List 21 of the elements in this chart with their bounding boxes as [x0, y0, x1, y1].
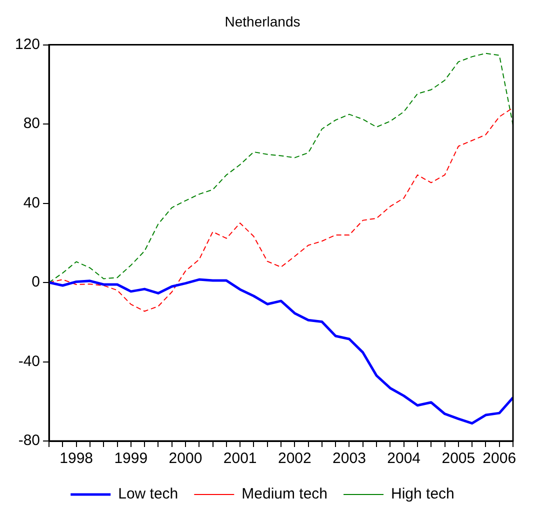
line-series — [49, 107, 513, 312]
legend-label: Medium tech — [242, 486, 328, 503]
x-tick-label: 2004 — [387, 450, 421, 468]
y-tick-label: 120 — [14, 36, 40, 53]
x-tick-label: 2003 — [332, 450, 366, 468]
x-tick-label: 2006 — [482, 450, 516, 468]
x-tick-label: 1999 — [114, 450, 148, 468]
chart-title: Netherlands — [224, 13, 300, 30]
y-tick-label: 0 — [32, 274, 40, 291]
y-tick-label: 80 — [23, 115, 40, 132]
legend-label: High tech — [391, 486, 454, 503]
legend-label: Low tech — [118, 486, 178, 503]
y-tick-label: -40 — [18, 352, 40, 370]
line-series — [49, 52, 513, 284]
x-tick-label: 2005 — [442, 450, 476, 468]
y-tick-label: 40 — [23, 194, 40, 212]
x-tick-label: 1998 — [60, 450, 94, 468]
x-tick-label: 2000 — [168, 450, 202, 468]
x-tick-label: 2002 — [278, 450, 312, 468]
y-tick-label: -80 — [18, 432, 40, 450]
x-tick-label: 2001 — [223, 450, 257, 468]
